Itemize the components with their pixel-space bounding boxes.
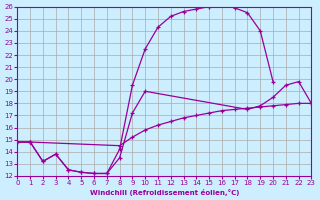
X-axis label: Windchill (Refroidissement éolien,°C): Windchill (Refroidissement éolien,°C) <box>90 189 239 196</box>
